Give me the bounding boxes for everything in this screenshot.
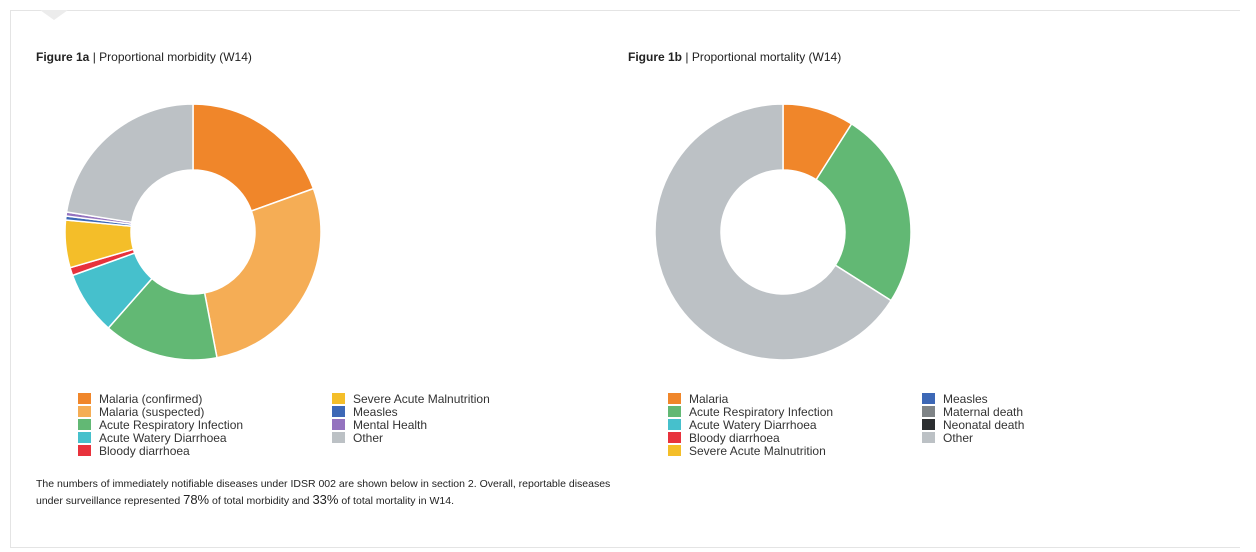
mortality-slice-other [654,103,893,361]
mortality-percentage: 33% [312,492,339,507]
legend-label: Neonatal death [943,418,1025,432]
legend-swatch [922,432,935,443]
mortality-legend-item-bloody-diarrhoea: Bloody diarrhoea [668,432,780,444]
figure-1b-text: Proportional mortality (W14) [691,50,842,64]
legend-label: Severe Acute Malnutrition [689,444,826,458]
legend-swatch [78,419,91,430]
morbidity-percentage: 78% [183,492,210,507]
morbidity-legend-item-measles: Measles [332,406,398,418]
surveillance-note: The numbers of immediately notifiable di… [36,476,626,509]
legend-label: Measles [353,405,398,419]
note-text-2: of total morbidity and [209,495,313,507]
morbidity-donut-chart [64,103,322,361]
legend-swatch [332,393,345,404]
mortality-legend-item-maternal-death: Maternal death [922,406,1023,418]
morbidity-legend-item-severe-acute-malnutrition: Severe Acute Malnutrition [332,393,490,405]
legend-swatch [668,406,681,417]
morbidity-legend-item-acute-respiratory-infection: Acute Respiratory Infection [78,419,243,431]
mortality-legend: Malaria Acute Respiratory Infection Acute … [668,393,1168,463]
mortality-legend-item-acute-respiratory-infection: Acute Respiratory Infection [668,406,833,418]
legend-swatch [922,406,935,417]
legend-label: Malaria (confirmed) [99,392,203,406]
morbidity-legend-item-malaria-confirmed: Malaria (confirmed) [78,393,202,405]
legend-label: Measles [943,392,988,406]
legend-label: Bloody diarrhoea [689,431,780,445]
mortality-legend-item-malaria: Malaria [668,393,728,405]
legend-swatch [332,419,345,430]
legend-label: Acute Watery Diarrhoea [99,431,227,445]
figure-1b-title: Figure 1b | Proportional mortality (W14) [628,50,841,64]
note-text-3: of total mortality in W14. [338,495,455,507]
legend-swatch [78,406,91,417]
morbidity-slice-malaria-confirmed [192,103,315,212]
legend-label: Acute Respiratory Infection [99,418,244,432]
report-panel [10,10,1240,548]
legend-label: Severe Acute Malnutrition [353,392,490,406]
legend-swatch [78,393,91,404]
figure-1a-label: Figure 1a [36,50,90,64]
legend-label: Mental Health [353,418,428,432]
morbidity-legend-item-mental-health: Mental Health [332,419,427,431]
legend-swatch [668,393,681,404]
legend-label: Malaria [689,392,729,406]
figure-1b-label: Figure 1b [628,50,683,64]
mortality-legend-item-severe-acute-malnutrition: Severe Acute Malnutrition [668,445,826,457]
legend-label: Malaria (suspected) [99,405,205,419]
figure-1a-separator: | [92,50,96,64]
legend-swatch [668,445,681,456]
legend-label: Other [353,431,384,445]
morbidity-slice-other [65,103,194,224]
legend-swatch [78,432,91,443]
morbidity-slice-malaria-suspected [203,187,322,359]
mortality-legend-item-measles: Measles [922,393,988,405]
legend-swatch [78,445,91,456]
panel-notch [40,10,68,20]
mortality-donut-chart [654,103,912,361]
legend-swatch [922,419,935,430]
mortality-legend-item-other: Other [922,432,973,444]
mortality-legend-item-neonatal-death: Neonatal death [922,419,1024,431]
note-text-1: The numbers of immediately notifiable di… [36,478,611,507]
morbidity-legend-item-other: Other [332,432,383,444]
legend-swatch [668,419,681,430]
figure-1b-separator: | [685,50,689,64]
legend-label: Acute Respiratory Infection [689,405,834,419]
legend-swatch [332,432,345,443]
mortality-legend-item-acute-watery-diarrhoea: Acute Watery Diarrhoea [668,419,817,431]
legend-swatch [332,406,345,417]
legend-label: Bloody diarrhoea [99,444,190,458]
morbidity-legend-item-acute-watery-diarrhoea: Acute Watery Diarrhoea [78,432,227,444]
legend-label: Other [943,431,974,445]
morbidity-legend-item-malaria-suspected: Malaria (suspected) [78,406,204,418]
figure-1a-text: Proportional morbidity (W14) [99,50,252,64]
legend-swatch [668,432,681,443]
figure-1a-title: Figure 1a | Proportional morbidity (W14) [36,50,252,64]
morbidity-legend: Malaria (confirmed) Malaria (suspected) Ac… [78,393,578,463]
legend-label: Maternal death [943,405,1024,419]
legend-label: Acute Watery Diarrhoea [689,418,817,432]
morbidity-legend-item-bloody-diarrhoea: Bloody diarrhoea [78,445,190,457]
mortality-slice-acute-respiratory-infection [815,122,912,302]
legend-swatch [922,393,935,404]
